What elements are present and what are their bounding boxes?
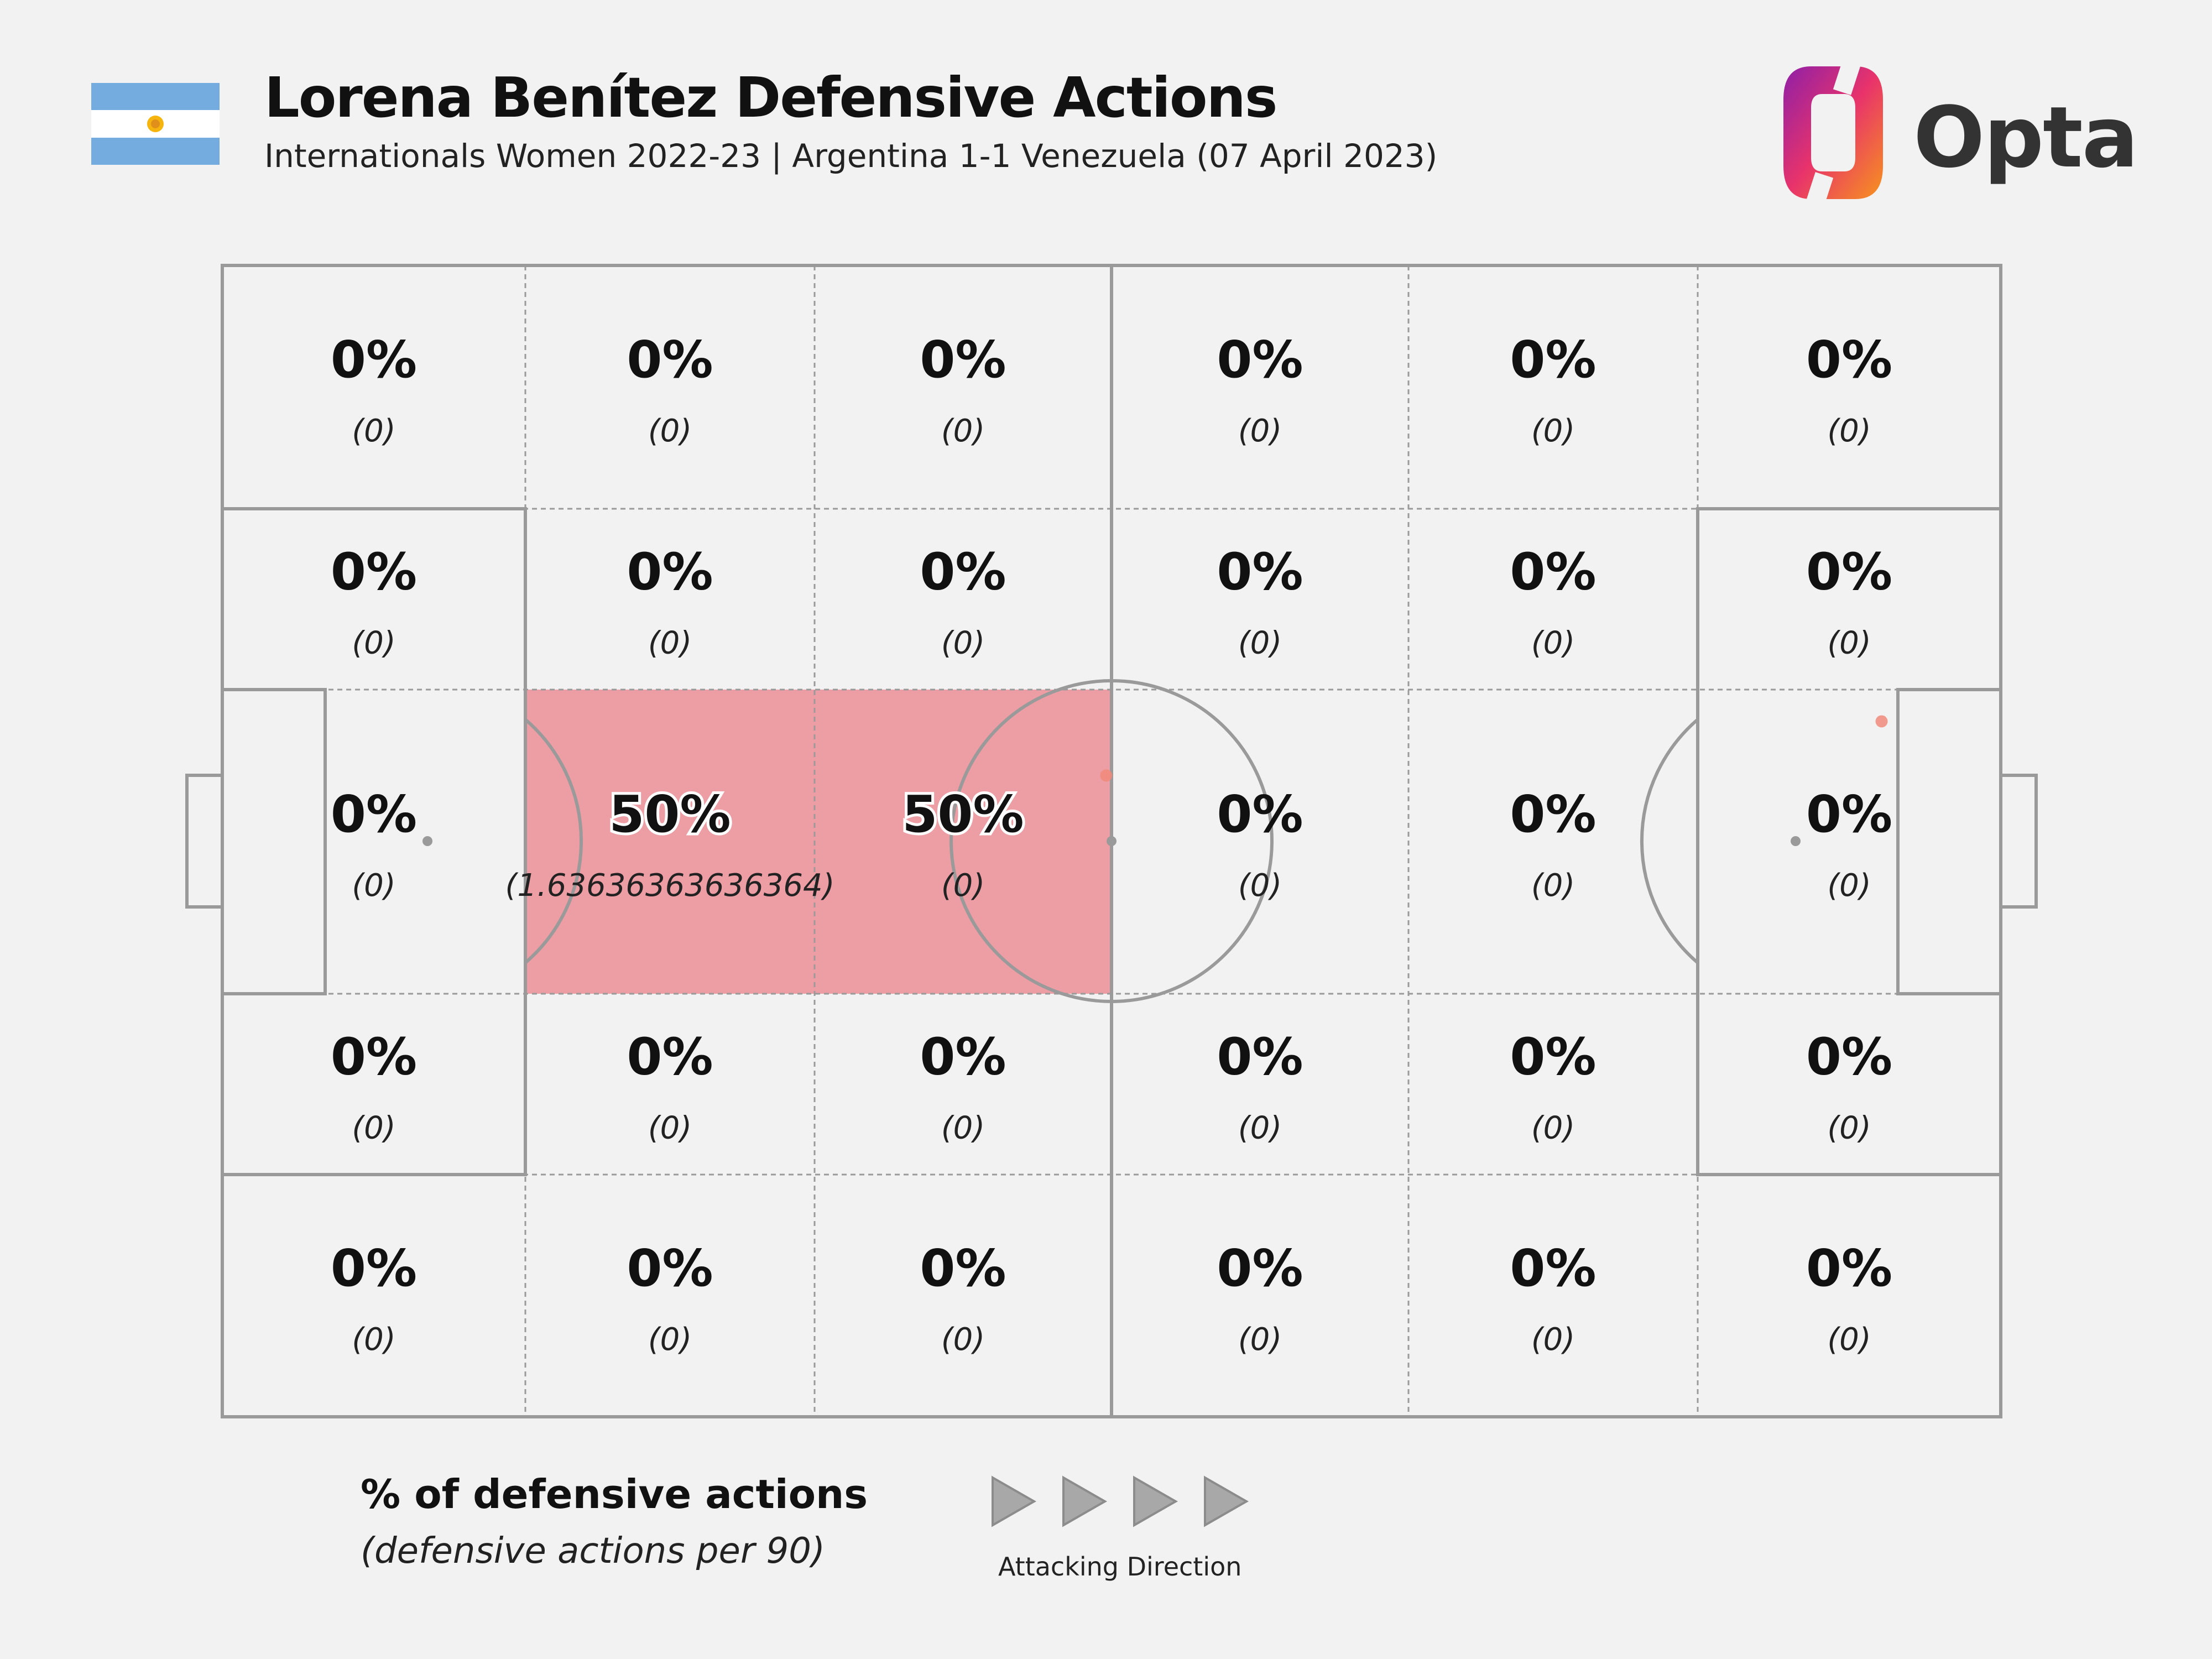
- opta-logo-text: Opta: [1913, 88, 2138, 186]
- cell-percent: 0%: [1806, 785, 1892, 844]
- right-penalty-spot: [1791, 836, 1801, 846]
- cell-per90: (0): [1531, 625, 1575, 661]
- cell-percent: 0%: [920, 330, 1006, 389]
- cell-per90: (0): [941, 413, 985, 449]
- legend-title: % of defensive actions: [361, 1471, 868, 1517]
- cell-percent: 0%: [1217, 1239, 1303, 1298]
- event-dot: [1100, 769, 1113, 782]
- cell-per90: (0): [648, 625, 692, 661]
- cell-percent: 0%: [627, 542, 713, 602]
- cell-percent: 0%: [1510, 785, 1596, 844]
- cell-per90: (0): [1238, 1110, 1282, 1146]
- cell-per90: (0): [648, 413, 692, 449]
- cell-per90: (0): [941, 625, 985, 661]
- cell-per90: (0): [1238, 625, 1282, 661]
- cell-percent: 0%: [1510, 542, 1596, 602]
- cell-per90: (0): [1531, 1110, 1575, 1146]
- cell-per90: (0): [1827, 625, 1871, 661]
- chart-subtitle: Internationals Women 2022-23 | Argentina…: [264, 137, 1438, 175]
- cell-per90: (0): [352, 413, 395, 449]
- cell-per90: (0): [1827, 1110, 1871, 1146]
- legend-subtitle: (defensive actions per 90): [361, 1531, 825, 1572]
- cell-percent: 0%: [627, 1027, 713, 1087]
- cell-per90: (0): [352, 625, 395, 661]
- right-six-yard-box: [1896, 688, 2002, 995]
- cell-percent: 0%: [1806, 542, 1892, 602]
- argentina-flag-icon: [91, 83, 220, 165]
- cell-percent: 0%: [627, 330, 713, 389]
- cell-per90: (0): [1531, 868, 1575, 904]
- cell-per90: (0): [352, 1322, 395, 1358]
- cell-percent: 0%: [331, 542, 417, 602]
- cell-percent: 0%: [920, 542, 1006, 602]
- cell-per90: (0): [941, 868, 985, 904]
- cell-per90: (0): [941, 1110, 985, 1146]
- cell-percent: 0%: [1510, 1239, 1596, 1298]
- heat-zone: [815, 690, 1112, 994]
- heat-zone: [525, 690, 815, 994]
- cell-percent: 0%: [1806, 1239, 1892, 1298]
- cell-per90: (0): [1238, 413, 1282, 449]
- left-penalty-spot: [422, 836, 432, 846]
- left-six-yard-box: [221, 688, 327, 995]
- cell-per90: (0): [941, 1322, 985, 1358]
- attacking-direction-label: Attacking Direction: [998, 1552, 1242, 1582]
- cell-per90: (0): [1827, 868, 1871, 904]
- cell-percent: 0%: [331, 1239, 417, 1298]
- cell-percent: 0%: [1806, 330, 1892, 389]
- centre-circle: [950, 679, 1274, 1003]
- cell-per90: (0): [1531, 413, 1575, 449]
- cell-percent: 0%: [1217, 330, 1303, 389]
- cell-per90: (0): [352, 868, 395, 904]
- opta-logo-icon: [1783, 61, 1883, 205]
- cell-percent: 0%: [920, 1239, 1006, 1298]
- cell-percent: 0%: [331, 785, 417, 844]
- left-penalty-arc: [524, 718, 583, 964]
- cell-per90: (0): [352, 1110, 395, 1146]
- cell-percent: 0%: [1510, 1027, 1596, 1087]
- cell-percent: 50%: [902, 785, 1024, 844]
- cell-per90: (0): [1238, 1322, 1282, 1358]
- right-penalty-arc: [1640, 718, 1699, 964]
- cell-per90: (1.63636363636364): [505, 868, 835, 904]
- left-goal: [185, 774, 224, 909]
- cell-percent: 50%: [609, 785, 731, 844]
- cell-per90: (0): [1531, 1322, 1575, 1358]
- cell-per90: (0): [1827, 1322, 1871, 1358]
- event-dot: [1875, 715, 1888, 728]
- cell-per90: (0): [648, 1110, 692, 1146]
- cell-per90: (0): [648, 1322, 692, 1358]
- centre-spot: [1107, 836, 1117, 846]
- attacking-direction-arrows-icon: [992, 1475, 1249, 1527]
- cell-percent: 0%: [1806, 1027, 1892, 1087]
- cell-per90: (0): [1827, 413, 1871, 449]
- cell-percent: 0%: [331, 1027, 417, 1087]
- cell-percent: 0%: [1217, 785, 1303, 844]
- cell-per90: (0): [1238, 868, 1282, 904]
- chart-title: Lorena Benítez Defensive Actions: [264, 65, 1277, 130]
- cell-percent: 0%: [331, 330, 417, 389]
- cell-percent: 0%: [920, 1027, 1006, 1087]
- cell-percent: 0%: [1510, 330, 1596, 389]
- right-goal: [1999, 774, 2038, 909]
- cell-percent: 0%: [1217, 542, 1303, 602]
- cell-percent: 0%: [627, 1239, 713, 1298]
- cell-percent: 0%: [1217, 1027, 1303, 1087]
